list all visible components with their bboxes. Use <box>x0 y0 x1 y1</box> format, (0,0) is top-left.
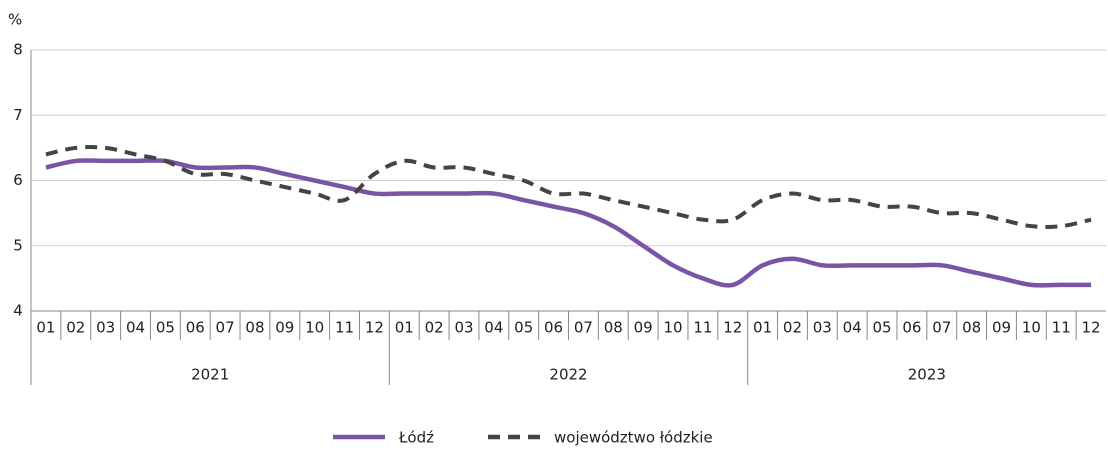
x-tick-label: 10 <box>305 319 324 337</box>
x-tick-label: 02 <box>66 319 85 337</box>
y-tick-label: 8 <box>13 41 23 59</box>
y-axis-label: % <box>8 11 22 29</box>
x-tick-label: 02 <box>783 319 802 337</box>
x-tick-label: 07 <box>216 319 235 337</box>
x-tick-label: 06 <box>902 319 921 337</box>
y-tick-label: 5 <box>13 236 23 254</box>
y-tick-label: 6 <box>13 171 23 189</box>
legend-label: Łódź <box>398 429 434 447</box>
y-tick-label: 7 <box>13 106 23 124</box>
x-group-label: 2021 <box>191 366 229 384</box>
x-tick-label: 09 <box>275 319 294 337</box>
x-group-label: 2022 <box>549 366 587 384</box>
legend-label: województwo łódzkie <box>554 429 713 447</box>
x-tick-label: 04 <box>484 319 503 337</box>
x-tick-label: 08 <box>604 319 623 337</box>
x-tick-label: 12 <box>365 319 384 337</box>
x-tick-label: 01 <box>753 319 772 337</box>
x-tick-label: 07 <box>574 319 593 337</box>
x-tick-label: 12 <box>1082 319 1101 337</box>
x-tick-label: 03 <box>454 319 473 337</box>
x-tick-label: 09 <box>992 319 1011 337</box>
x-tick-label: 11 <box>693 319 712 337</box>
x-tick-label: 09 <box>634 319 653 337</box>
x-tick-label: 04 <box>843 319 862 337</box>
x-tick-label: 10 <box>1022 319 1041 337</box>
x-tick-label: 03 <box>96 319 115 337</box>
x-tick-label: 02 <box>425 319 444 337</box>
x-tick-label: 01 <box>395 319 414 337</box>
x-tick-label: 04 <box>126 319 145 337</box>
x-tick-label: 05 <box>872 319 891 337</box>
x-tick-label: 06 <box>544 319 563 337</box>
x-tick-label: 06 <box>186 319 205 337</box>
x-tick-label: 07 <box>932 319 951 337</box>
x-tick-label: 11 <box>1052 319 1071 337</box>
x-tick-label: 01 <box>36 319 55 337</box>
x-tick-label: 08 <box>962 319 981 337</box>
y-tick-label: 4 <box>13 302 23 320</box>
x-tick-label: 03 <box>813 319 832 337</box>
x-group-label: 2023 <box>908 366 946 384</box>
series-line <box>45 158 1092 288</box>
series-line <box>45 145 1092 229</box>
x-tick-label: 05 <box>156 319 175 337</box>
x-tick-label: 10 <box>663 319 682 337</box>
x-tick-label: 11 <box>335 319 354 337</box>
x-tick-label: 12 <box>723 319 742 337</box>
x-tick-label: 08 <box>245 319 264 337</box>
x-tick-label: 05 <box>514 319 533 337</box>
